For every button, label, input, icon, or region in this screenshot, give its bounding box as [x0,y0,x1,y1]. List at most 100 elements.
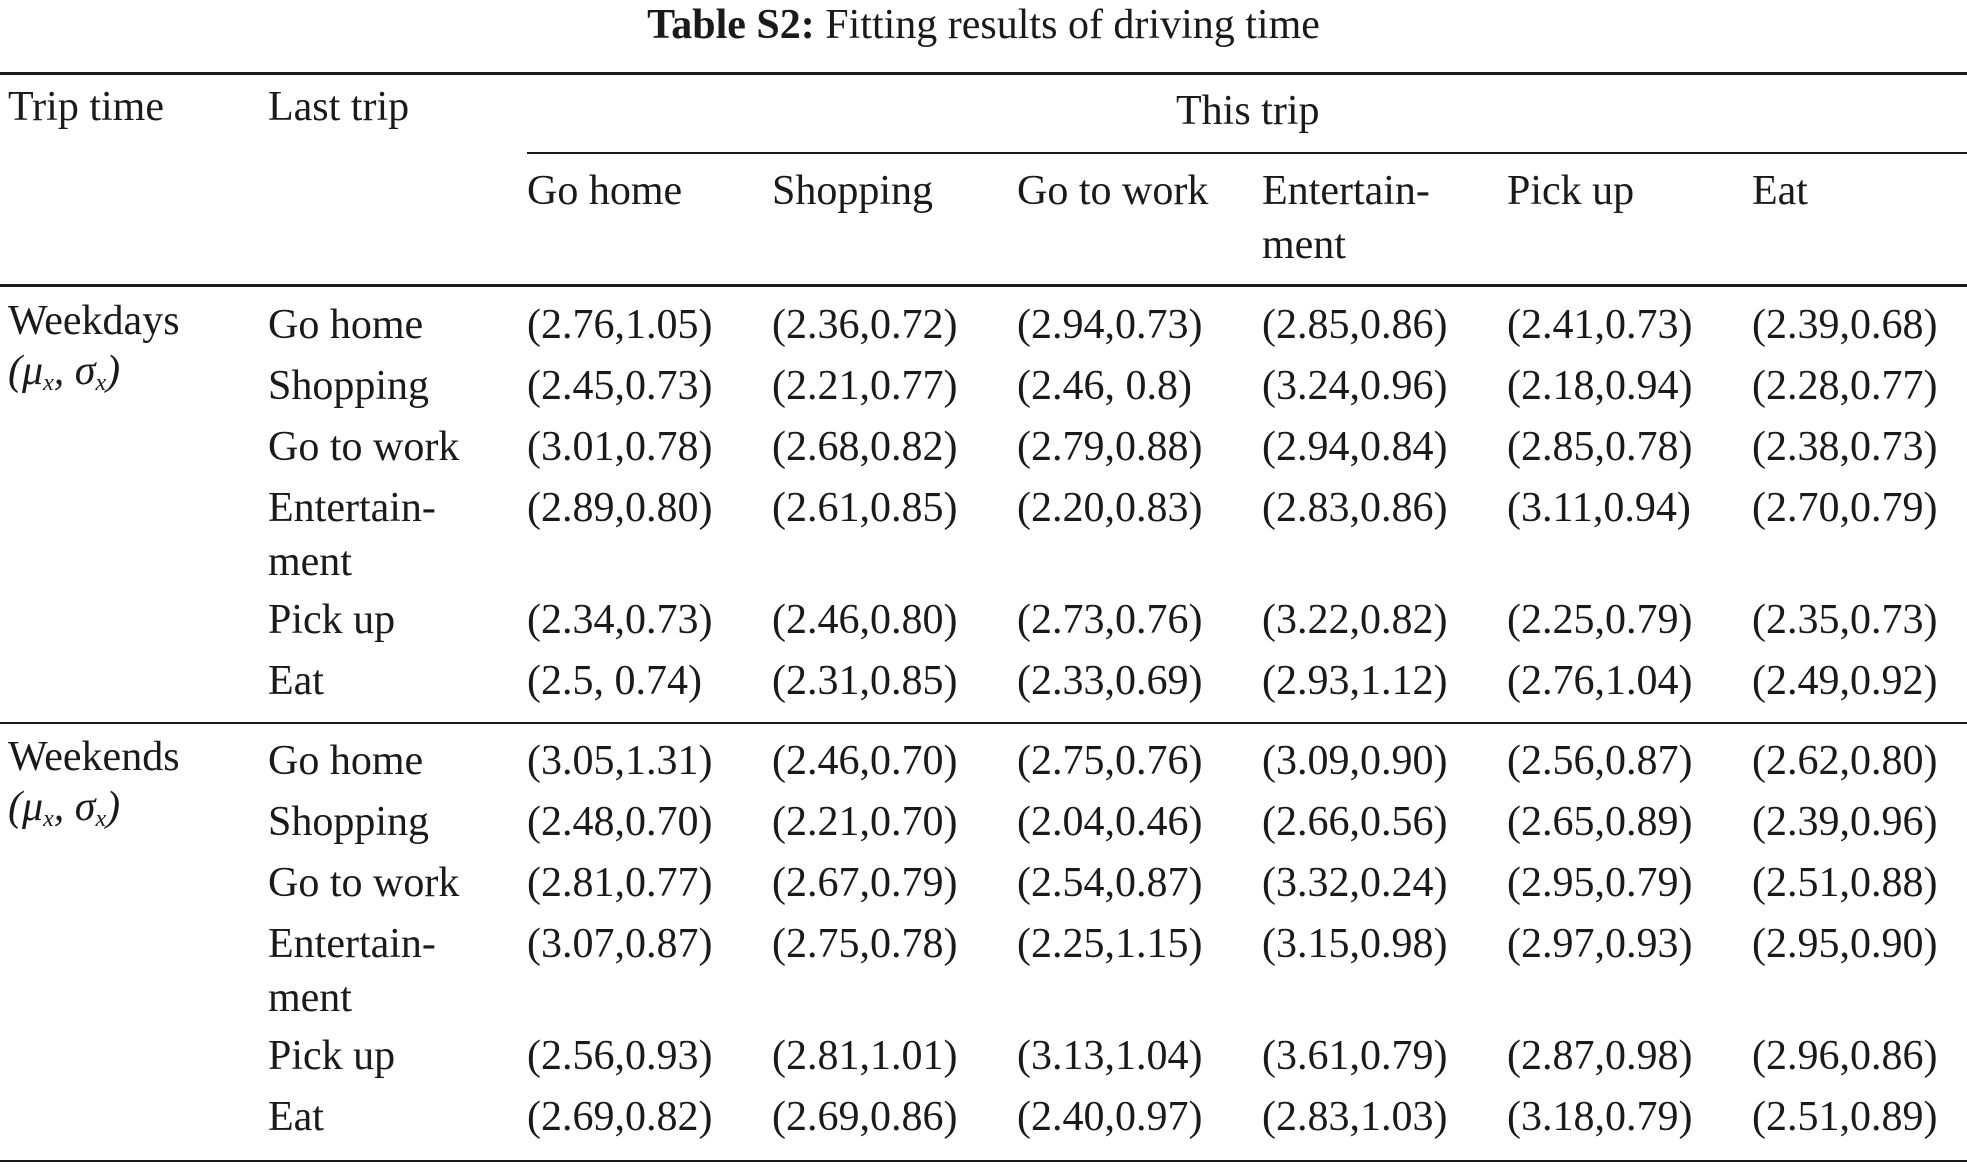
row-label: Pick up [268,597,396,643]
row-label: Eat [268,658,324,704]
column-header-1: Go home [527,168,683,214]
table-cell: (2.89,0.80) [527,485,713,531]
table-cell: (2.49,0.92) [1752,658,1938,704]
table-cell: (3.18,0.79) [1507,1094,1693,1140]
table-cell: (2.04,0.46) [1017,799,1203,845]
table-cell: (2.75,0.78) [772,921,958,967]
row-label: Entertain- [268,485,436,531]
bottom-rule [0,1160,1967,1162]
group-param: (μx, σx) [8,348,121,396]
table-cell: (2.94,0.84) [1262,424,1448,470]
table-cell: (2.5, 0.74) [527,658,702,704]
table-cell: (2.70,0.79) [1752,485,1938,531]
row-label: Go home [268,302,424,348]
header-trip-time: Trip time [8,84,164,130]
header-this-trip: This trip [1176,88,1320,134]
table-cell: (2.96,0.86) [1752,1033,1938,1079]
table-cell: (3.15,0.98) [1262,921,1448,967]
table-cell: (2.87,0.98) [1507,1033,1693,1079]
row-label: Go to work [268,860,460,906]
row-label: Shopping [268,799,430,845]
row-label: ment [268,539,352,585]
table-cell: (2.75,0.76) [1017,738,1203,784]
table-cell: (2.54,0.87) [1017,860,1203,906]
table-cell: (2.51,0.89) [1752,1094,1938,1140]
table-cell: (2.81,0.77) [527,860,713,906]
table-cell: (2.66,0.56) [1262,799,1448,845]
table-cell: (2.95,0.90) [1752,921,1938,967]
row-label: ment [268,975,352,1021]
table-cell: (3.01,0.78) [527,424,713,470]
table-cell: (2.93,1.12) [1262,658,1448,704]
table-cell: (2.73,0.76) [1017,597,1203,643]
table-cell: (3.22,0.82) [1262,597,1448,643]
column-header-4: Entertain- [1262,168,1430,214]
table-cell: (2.68,0.82) [772,424,958,470]
column-header-4: ment [1262,222,1346,268]
table-cell: (2.95,0.79) [1507,860,1693,906]
row-label: Entertain- [268,921,436,967]
table-cell: (2.76,1.04) [1507,658,1693,704]
table-cell: (2.46,0.80) [772,597,958,643]
table-cell: (3.09,0.90) [1262,738,1448,784]
table-cell: (2.97,0.93) [1507,921,1693,967]
table-cell: (2.85,0.86) [1262,302,1448,348]
table-cell: (2.83,0.86) [1262,485,1448,531]
table-cell: (2.39,0.68) [1752,302,1938,348]
group-name-weekends: Weekends [8,734,180,780]
table-cell: (2.56,0.93) [527,1033,713,1079]
table-cell: (2.41,0.73) [1507,302,1693,348]
table-cell: (2.61,0.85) [772,485,958,531]
table-cell: (3.24,0.96) [1262,363,1448,409]
table-cell: (2.40,0.97) [1017,1094,1203,1140]
table-cell: (2.25,1.15) [1017,921,1203,967]
group-param: (μx, σx) [8,784,121,832]
table-cell: (2.35,0.73) [1752,597,1938,643]
table-cell: (2.46, 0.8) [1017,363,1192,409]
table-cell: (2.83,1.03) [1262,1094,1448,1140]
table-cell: (2.21,0.77) [772,363,958,409]
table-cell: (2.45,0.73) [527,363,713,409]
table-cell: (2.65,0.89) [1507,799,1693,845]
table-cell: (2.39,0.96) [1752,799,1938,845]
table-cell: (2.56,0.87) [1507,738,1693,784]
table-cell: (2.76,1.05) [527,302,713,348]
column-header-6: Eat [1752,168,1808,214]
table-cell: (2.31,0.85) [772,658,958,704]
table-cell: (2.67,0.79) [772,860,958,906]
table-cell: (3.32,0.24) [1262,860,1448,906]
table-cell: (2.46,0.70) [772,738,958,784]
table-cell: (2.20,0.83) [1017,485,1203,531]
header-last-trip: Last trip [268,84,410,130]
table-cell: (2.69,0.82) [527,1094,713,1140]
table-cell: (3.11,0.94) [1507,485,1691,531]
group-name-weekdays: Weekdays [8,298,180,344]
table-cell: (2.79,0.88) [1017,424,1203,470]
caption-label: Table S2: [647,2,815,48]
table-cell: (2.21,0.70) [772,799,958,845]
table-cell: (2.81,1.01) [772,1033,958,1079]
table-cell: (3.07,0.87) [527,921,713,967]
header-rule [0,284,1967,287]
table-cell: (3.05,1.31) [527,738,713,784]
column-header-3: Go to work [1017,168,1209,214]
table-cell: (2.85,0.78) [1507,424,1693,470]
row-label: Go to work [268,424,460,470]
row-label: Eat [268,1094,324,1140]
table-cell: (2.94,0.73) [1017,302,1203,348]
table-cell: (2.62,0.80) [1752,738,1938,784]
row-label: Pick up [268,1033,396,1079]
table-cell: (2.48,0.70) [527,799,713,845]
table-cell: (3.61,0.79) [1262,1033,1448,1079]
table-cell: (3.13,1.04) [1017,1033,1203,1079]
row-label: Go home [268,738,424,784]
table-cell: (2.36,0.72) [772,302,958,348]
column-header-2: Shopping [772,168,934,214]
column-header-5: Pick up [1507,168,1635,214]
table-cell: (2.51,0.88) [1752,860,1938,906]
this-trip-rule [527,152,1967,154]
table-caption: Table S2: Fitting results of driving tim… [0,0,1967,50]
row-label: Shopping [268,363,430,409]
table-cell: (2.25,0.79) [1507,597,1693,643]
